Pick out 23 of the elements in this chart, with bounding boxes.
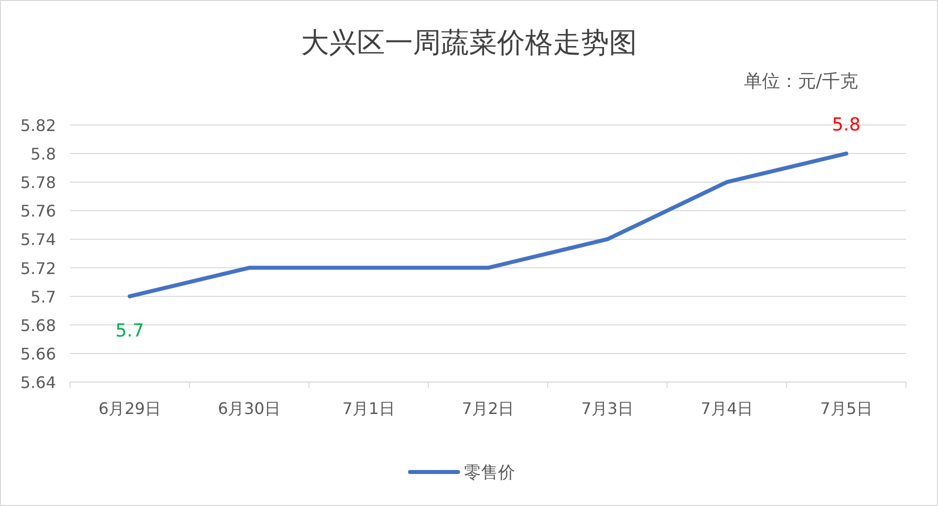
- y-tick-label: 5.66: [20, 344, 56, 364]
- y-tick-label: 5.72: [20, 258, 56, 278]
- y-tick-label: 5.8: [30, 144, 56, 164]
- y-tick-label: 5.82: [20, 116, 56, 135]
- y-tick-label: 5.68: [20, 316, 56, 335]
- x-tick-label: 7月3日: [581, 399, 634, 418]
- y-tick-label: 5.76: [20, 202, 56, 221]
- x-tick-label: 6月30日: [218, 399, 280, 418]
- chart-title: 大兴区一周蔬菜价格走势图: [301, 26, 637, 59]
- y-tick-label: 5.78: [20, 173, 56, 192]
- legend-label: 零售价: [464, 463, 515, 483]
- annotation: 5.8: [832, 114, 861, 136]
- y-tick-label: 5.64: [20, 373, 56, 392]
- annotation: 5.7: [115, 320, 144, 342]
- x-tick-label: 7月2日: [462, 399, 514, 418]
- y-tick-label: 5.7: [30, 287, 56, 306]
- y-tick-label: 5.74: [20, 230, 56, 250]
- line-series: [128, 152, 848, 298]
- x-tick-label: 7月5日: [820, 399, 872, 418]
- x-tick-label: 6月29日: [98, 399, 161, 418]
- x-tick-label: 7月1日: [342, 399, 395, 418]
- x-tick-label: 7月4日: [700, 399, 754, 418]
- chart-subtitle: 单位：元/千克: [744, 71, 858, 92]
